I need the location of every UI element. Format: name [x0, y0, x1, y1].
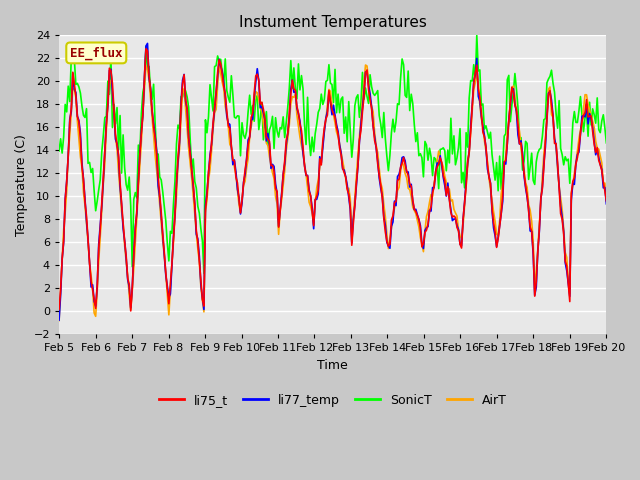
SonicT: [122, 182, 130, 188]
li75_t: [602, 198, 610, 204]
SonicT: [247, 111, 255, 117]
li77_temp: [296, 118, 304, 124]
AirT: [294, 123, 302, 129]
Legend: li75_t, li77_temp, SonicT, AirT: li75_t, li77_temp, SonicT, AirT: [154, 389, 511, 411]
SonicT: [602, 140, 610, 146]
li75_t: [142, 46, 150, 51]
li75_t: [249, 110, 257, 116]
li77_temp: [220, 80, 228, 85]
SonicT: [55, 148, 63, 154]
SonicT: [575, 108, 583, 114]
Line: AirT: AirT: [59, 65, 606, 321]
SonicT: [296, 87, 304, 93]
Title: Instument Temperatures: Instument Temperatures: [239, 15, 427, 30]
X-axis label: Time: Time: [317, 359, 348, 372]
li75_t: [240, 181, 248, 187]
SonicT: [220, 82, 228, 87]
AirT: [55, 318, 63, 324]
li75_t: [575, 145, 583, 151]
Y-axis label: Temperature (C): Temperature (C): [15, 134, 28, 236]
Line: li77_temp: li77_temp: [59, 43, 606, 320]
SonicT: [473, 33, 481, 38]
Text: EE_flux: EE_flux: [70, 46, 122, 60]
li77_temp: [573, 152, 581, 157]
Line: li75_t: li75_t: [59, 48, 606, 311]
SonicT: [200, 271, 208, 276]
li77_temp: [238, 200, 246, 206]
AirT: [237, 210, 244, 216]
li75_t: [55, 307, 63, 312]
li75_t: [127, 308, 134, 314]
li75_t: [122, 253, 130, 259]
SonicT: [238, 120, 246, 126]
li77_temp: [247, 118, 255, 123]
li77_temp: [55, 317, 63, 323]
AirT: [602, 198, 610, 204]
AirT: [246, 134, 253, 140]
AirT: [218, 79, 226, 85]
li77_temp: [122, 255, 130, 261]
li77_temp: [143, 40, 151, 46]
AirT: [122, 259, 130, 264]
AirT: [362, 62, 369, 68]
li77_temp: [602, 201, 610, 207]
Line: SonicT: SonicT: [59, 36, 606, 274]
AirT: [573, 148, 581, 154]
li75_t: [221, 91, 229, 97]
li75_t: [298, 128, 305, 133]
